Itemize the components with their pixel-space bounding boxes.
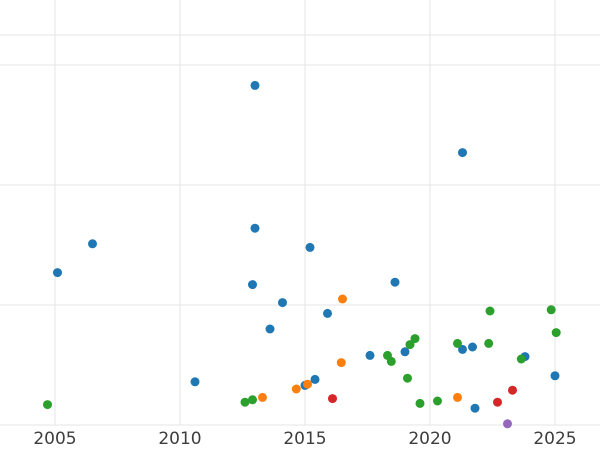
data-point-green xyxy=(485,306,495,316)
data-point-blue xyxy=(250,223,260,233)
x-tick-label: 2010 xyxy=(158,429,201,449)
data-point-orange xyxy=(338,294,347,304)
data-point-blue xyxy=(468,342,477,352)
data-point-blue xyxy=(458,344,467,354)
data-point-blue xyxy=(390,277,400,287)
data-point-green xyxy=(453,338,462,348)
data-point-blue xyxy=(323,308,332,318)
data-point-blue xyxy=(248,280,257,290)
data-point-green xyxy=(403,373,412,383)
data-point-blue xyxy=(550,371,560,381)
data-point-red xyxy=(328,394,337,404)
data-point-green xyxy=(386,356,396,366)
x-tick-label: 2025 xyxy=(533,429,576,449)
data-point-blue xyxy=(310,374,320,384)
data-point-green xyxy=(415,398,425,408)
data-point-green xyxy=(405,340,415,350)
data-point-red xyxy=(508,385,517,395)
data-point-blue xyxy=(250,80,260,90)
data-point-green xyxy=(240,397,250,407)
data-point-green xyxy=(484,338,494,348)
data-point-green xyxy=(516,354,526,364)
data-point-orange xyxy=(291,384,301,394)
data-point-green xyxy=(551,328,561,338)
data-point-blue xyxy=(400,347,410,357)
x-tick-label: 2015 xyxy=(283,429,326,449)
data-point-blue xyxy=(365,350,375,360)
data-point-orange xyxy=(453,392,462,402)
data-point-purple xyxy=(503,419,512,429)
data-point-green xyxy=(248,395,257,405)
data-point-green xyxy=(410,334,420,344)
data-point-red xyxy=(493,397,502,407)
x-tick-label: 2020 xyxy=(408,429,451,449)
data-point-green xyxy=(433,396,442,406)
data-point-blue xyxy=(265,324,275,334)
data-point-blue xyxy=(278,298,287,308)
data-point-blue xyxy=(53,268,62,278)
data-point-orange xyxy=(336,358,346,368)
data-point-blue xyxy=(458,148,467,158)
data-point-orange xyxy=(258,392,267,402)
data-point-green xyxy=(43,400,52,410)
data-point-blue xyxy=(305,242,315,252)
data-point-blue xyxy=(88,239,97,249)
data-point-blue xyxy=(190,377,200,387)
x-tick-label: 2005 xyxy=(33,429,76,449)
data-point-green xyxy=(546,305,556,315)
data-point-orange xyxy=(303,379,312,389)
data-point-blue xyxy=(470,403,480,413)
